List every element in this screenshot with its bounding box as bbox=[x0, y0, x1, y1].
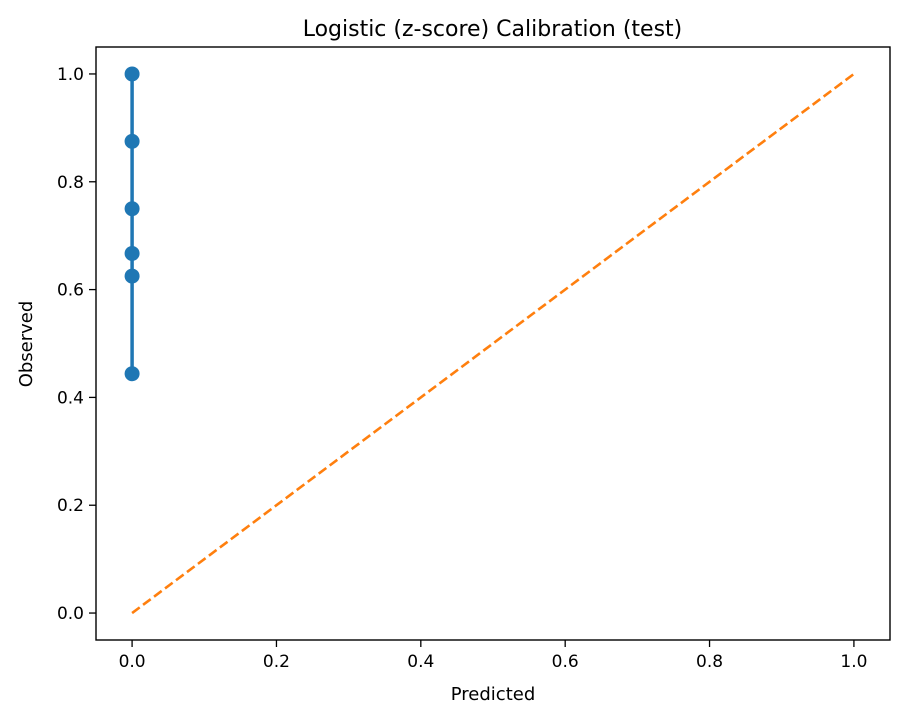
y-axis-label: Observed bbox=[16, 301, 37, 388]
x-tick-label: 1.0 bbox=[840, 652, 867, 672]
x-axis: 0.0 0.2 0.4 0.6 0.8 1.0 bbox=[119, 640, 867, 672]
y-tick-label: 0.0 bbox=[57, 604, 84, 624]
calibration-point bbox=[124, 66, 140, 82]
axes-frame bbox=[95, 46, 891, 641]
x-tick-label: 0.8 bbox=[696, 652, 723, 672]
x-tick-label: 0.6 bbox=[552, 652, 579, 672]
y-axis: 0.0 0.2 0.4 0.6 0.8 1.0 bbox=[57, 65, 96, 624]
y-tick-label: 0.6 bbox=[57, 281, 84, 301]
calibration-point bbox=[124, 245, 140, 261]
x-tick-label: 0.2 bbox=[263, 652, 290, 672]
x-tick-label: 0.0 bbox=[119, 652, 146, 672]
x-axis-label: Predicted bbox=[451, 684, 536, 705]
chart-title: Logistic (z-score) Calibration (test) bbox=[303, 17, 683, 42]
y-tick-label: 0.4 bbox=[57, 388, 84, 408]
x-tick-label: 0.4 bbox=[407, 652, 434, 672]
y-tick-label: 1.0 bbox=[57, 65, 84, 85]
calibration-point bbox=[124, 133, 140, 149]
calibration-point bbox=[124, 268, 140, 284]
plot-area bbox=[124, 66, 855, 615]
y-tick-label: 0.8 bbox=[57, 173, 84, 193]
calibration-point bbox=[124, 366, 140, 382]
calibration-point bbox=[124, 201, 140, 217]
y-tick-label: 0.2 bbox=[57, 496, 84, 516]
